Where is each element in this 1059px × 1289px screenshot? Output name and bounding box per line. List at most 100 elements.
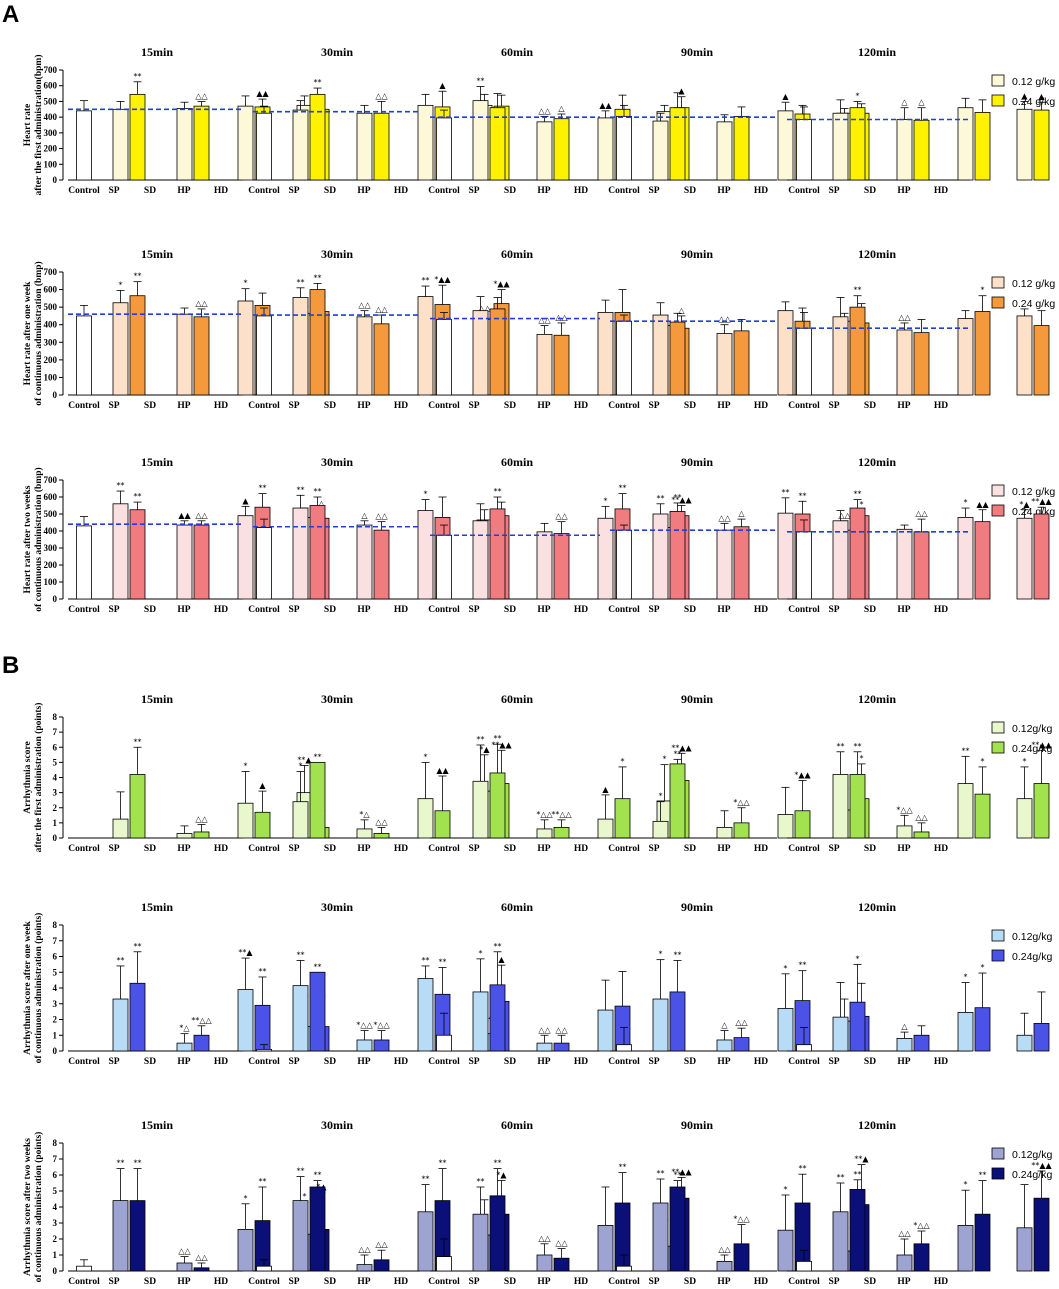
significance-mark: ** [799, 1164, 807, 1173]
bar [129, 93, 146, 181]
bar [1033, 1197, 1050, 1272]
category-label: SP [648, 1057, 659, 1067]
category-label: HP [177, 401, 190, 411]
legend-label: 0.24g/kg [1012, 743, 1052, 755]
category-label: Control [428, 401, 460, 411]
bar [616, 320, 632, 396]
bar [536, 1254, 553, 1272]
category-label: HP [897, 605, 910, 615]
significance-mark: **△△ [551, 810, 572, 819]
bar [777, 110, 794, 181]
legend-swatch [991, 929, 1005, 942]
y-axis-label: of continuous administration (points) [33, 1132, 44, 1283]
y-axis-label: of continuous administration (bmp) [33, 261, 44, 405]
bar [716, 827, 733, 839]
significance-mark: ** [674, 950, 682, 959]
significance-mark: ▲ [678, 87, 685, 96]
category-label: SD [864, 605, 876, 615]
category-label: HD [214, 605, 228, 615]
category-label: Control [788, 605, 820, 615]
significance-mark: ** [962, 746, 970, 755]
y-axis-label: Arrhythmia score after one week [23, 920, 33, 1054]
category-label: SD [864, 1277, 876, 1287]
category-label: SP [648, 605, 659, 615]
bar [733, 1037, 750, 1052]
significance-mark: ** [494, 1159, 502, 1168]
significance-mark: △△ [478, 304, 491, 313]
legend-label: 0.12g/kg [1012, 931, 1052, 943]
significance-mark: *△ [359, 810, 370, 819]
significance-mark: * [784, 1185, 788, 1194]
significance-mark: * [663, 755, 667, 764]
category-label: HP [717, 401, 730, 411]
significance-mark: ** [297, 278, 305, 287]
category-label: SD [324, 401, 336, 411]
bar [292, 109, 309, 181]
significance-mark: △ [318, 499, 325, 508]
category-label: SP [468, 186, 479, 196]
significance-mark: ** [117, 481, 125, 490]
bar [112, 302, 129, 396]
bar [957, 1225, 974, 1272]
bar [913, 1034, 930, 1052]
y-tick-label: 3 [53, 788, 58, 798]
bar [777, 814, 794, 839]
significance-mark: * [424, 490, 428, 499]
category-label: HD [934, 844, 948, 854]
bar [436, 319, 452, 396]
category-label: HP [177, 844, 190, 854]
bar [176, 1262, 193, 1272]
significance-mark: **▲▲ [671, 743, 692, 752]
bar [472, 1213, 489, 1272]
bar [849, 1189, 866, 1272]
bar [256, 315, 272, 396]
bar [76, 525, 92, 600]
significance-mark: **▲ [238, 948, 253, 957]
significance-mark: ** [619, 484, 627, 493]
significance-mark: ** [314, 1171, 322, 1180]
bar [716, 333, 733, 396]
significance-mark: *▲▲ [434, 275, 451, 284]
significance-mark: △△ [178, 1247, 191, 1256]
chart-b2: 0 1 2 3 4 5 6 7 8 Arrhythmia score after one week… [23, 900, 1052, 1067]
significance-mark: △ [738, 509, 745, 518]
y-tick-label: 4 [53, 773, 58, 783]
significance-mark: ** [494, 942, 502, 951]
significance-mark: ▲ [782, 92, 789, 101]
significance-mark: △△ [915, 509, 928, 518]
significance-mark: ** [134, 272, 142, 281]
bar [1033, 513, 1050, 600]
category-label: SP [468, 844, 479, 854]
significance-mark: ** [259, 484, 267, 493]
category-label: SP [468, 1057, 479, 1067]
significance-mark: △ [721, 1021, 728, 1030]
category-label: HP [357, 186, 370, 196]
time-point-title: 60min [501, 692, 533, 706]
category-label: SP [108, 186, 119, 196]
significance-mark: * [659, 950, 663, 959]
bar [193, 831, 210, 839]
significance-mark: ** [297, 485, 305, 494]
category-label: SD [144, 1057, 156, 1067]
category-label: HD [394, 186, 408, 196]
bar [356, 1264, 373, 1272]
y-tick-label: 300 [44, 543, 58, 553]
category-label: HD [394, 1277, 408, 1287]
category-label: HP [717, 186, 730, 196]
bar [597, 312, 614, 396]
y-tick-label: 100 [44, 577, 58, 587]
bar [733, 1243, 750, 1272]
significance-mark: △△ [898, 313, 911, 322]
significance-mark: * [860, 500, 864, 509]
bar [434, 810, 451, 839]
significance-mark: △△ [555, 1239, 568, 1248]
significance-mark: *△△ [913, 1221, 930, 1230]
bar [849, 306, 866, 396]
category-label: HD [394, 401, 408, 411]
category-label: HP [897, 844, 910, 854]
category-label: SD [144, 605, 156, 615]
bar [309, 93, 326, 181]
category-label: Control [248, 605, 280, 615]
significance-mark: ** [439, 1159, 447, 1168]
